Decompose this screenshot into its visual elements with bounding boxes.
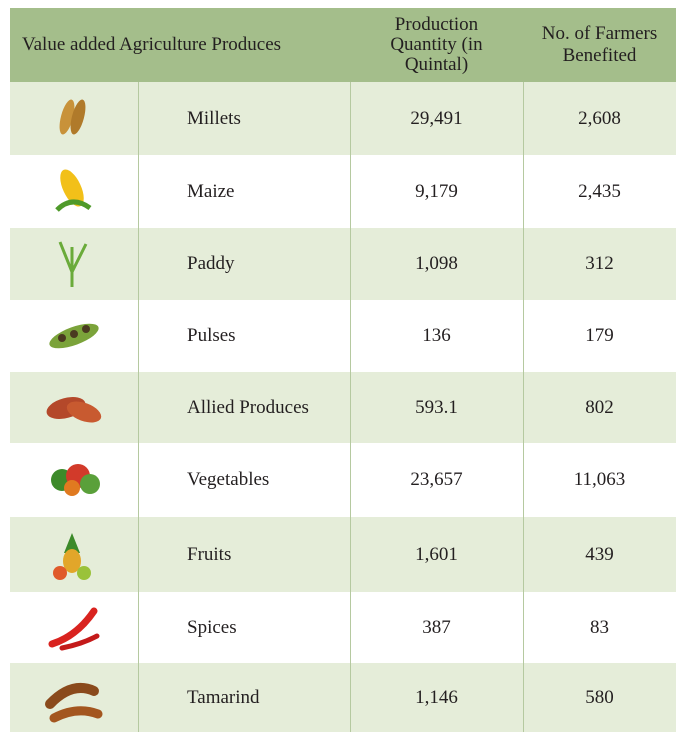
row-bg (10, 155, 676, 228)
produce-icon (10, 517, 138, 592)
row-bg (10, 592, 676, 663)
row-bg (10, 372, 676, 443)
farmers: 2,608 (578, 107, 621, 129)
icon (51, 464, 100, 496)
produce-icon (10, 592, 138, 663)
produce-icon (10, 300, 138, 372)
farmers: 83 (590, 616, 609, 638)
row-bg (10, 300, 676, 372)
produce-icon (10, 228, 138, 300)
row-bg (10, 82, 676, 155)
produce-name: Fruits (187, 543, 232, 565)
farmers: 11,063 (573, 469, 626, 490)
icon (55, 168, 92, 212)
produce-name: Pulses (187, 325, 236, 346)
icon (45, 682, 103, 722)
quantity: 1,146 (415, 686, 458, 708)
produce-icon (10, 82, 138, 155)
icon (58, 241, 88, 287)
quantity: 9,179 (415, 180, 458, 202)
quantity: 593.1 (415, 396, 458, 418)
farmers: 580 (585, 686, 614, 708)
produce-icon (10, 372, 138, 443)
produce-name: Allied Produces (187, 396, 309, 418)
quantity: 387 (422, 616, 451, 638)
quantity: 136 (422, 325, 451, 346)
header-quantity: Production Quantity (in Quintal) (350, 8, 523, 82)
row-bg (10, 443, 676, 517)
produce-name: Tamarind (187, 686, 260, 708)
produce-icon (10, 663, 138, 732)
produce-name: Vegetables (187, 469, 270, 490)
quantity: 29,491 (410, 107, 463, 129)
farmers: 2,435 (578, 180, 621, 202)
farmers: 179 (585, 325, 614, 346)
produce-name: Spices (187, 616, 237, 638)
header-farmers: No. of Farmers Benefited (523, 8, 676, 82)
quantity: 23,657 (410, 469, 463, 490)
farmers: 802 (585, 396, 614, 418)
icon (46, 396, 102, 422)
quantity: 1,098 (415, 253, 458, 274)
produce-name: Millets (187, 107, 241, 129)
quantity: 1,601 (415, 543, 458, 565)
produce-name: Paddy (187, 253, 235, 274)
produce-icon (10, 155, 138, 228)
icon (48, 607, 100, 650)
row-bg (10, 228, 676, 300)
farmers: 312 (585, 253, 614, 274)
header-produce: Value added Agriculture Produces (10, 8, 350, 82)
produce-name: Maize (187, 180, 235, 202)
icon (53, 532, 91, 580)
icon (49, 323, 99, 349)
farmers: 439 (585, 543, 614, 565)
column-divider (350, 82, 351, 732)
column-divider (138, 82, 139, 732)
row-bg (10, 517, 676, 592)
produce-icon (10, 443, 138, 517)
icon (59, 99, 86, 134)
column-divider (523, 82, 524, 732)
row-bg (10, 663, 676, 732)
